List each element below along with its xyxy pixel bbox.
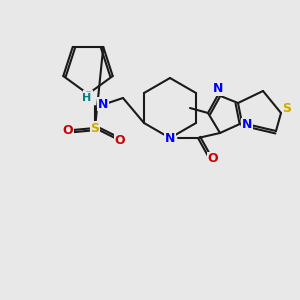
Text: S: S xyxy=(283,103,292,116)
Text: S: S xyxy=(83,91,92,103)
Text: O: O xyxy=(115,134,125,146)
Text: O: O xyxy=(63,124,73,136)
Text: N: N xyxy=(213,82,223,95)
Text: S: S xyxy=(91,122,100,134)
Text: N: N xyxy=(242,118,252,131)
Text: N: N xyxy=(165,131,175,145)
Text: H: H xyxy=(82,93,91,103)
Text: N: N xyxy=(98,98,108,110)
Text: O: O xyxy=(208,152,218,166)
